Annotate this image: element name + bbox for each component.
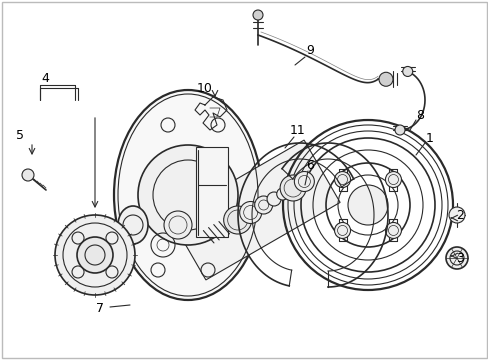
Circle shape — [448, 207, 464, 223]
Ellipse shape — [114, 90, 262, 300]
Circle shape — [55, 215, 135, 295]
Circle shape — [239, 202, 261, 224]
Text: 2: 2 — [455, 208, 463, 221]
Circle shape — [334, 222, 350, 238]
Circle shape — [385, 222, 401, 238]
Circle shape — [163, 211, 192, 239]
Text: 4: 4 — [41, 72, 49, 85]
Circle shape — [445, 247, 467, 269]
Circle shape — [378, 72, 392, 86]
Ellipse shape — [118, 206, 148, 244]
Text: 9: 9 — [305, 44, 313, 57]
Circle shape — [254, 196, 272, 214]
Text: 10: 10 — [197, 81, 212, 95]
Circle shape — [22, 169, 34, 181]
Circle shape — [394, 125, 404, 135]
Circle shape — [347, 185, 387, 225]
Circle shape — [276, 188, 288, 200]
Circle shape — [334, 172, 350, 188]
FancyBboxPatch shape — [196, 147, 227, 237]
Circle shape — [266, 192, 281, 206]
Circle shape — [138, 145, 238, 245]
Text: 8: 8 — [415, 108, 423, 122]
Circle shape — [77, 237, 113, 273]
Circle shape — [385, 172, 401, 188]
Text: 6: 6 — [305, 158, 313, 171]
Text: 1: 1 — [425, 131, 433, 144]
Circle shape — [252, 10, 263, 20]
Text: 7: 7 — [96, 302, 104, 315]
Text: 3: 3 — [455, 252, 463, 265]
Circle shape — [280, 175, 305, 201]
Circle shape — [402, 67, 412, 76]
Text: 5: 5 — [16, 129, 24, 141]
Circle shape — [294, 171, 314, 192]
Circle shape — [223, 206, 251, 234]
FancyBboxPatch shape — [169, 140, 340, 280]
Text: 11: 11 — [289, 123, 305, 136]
